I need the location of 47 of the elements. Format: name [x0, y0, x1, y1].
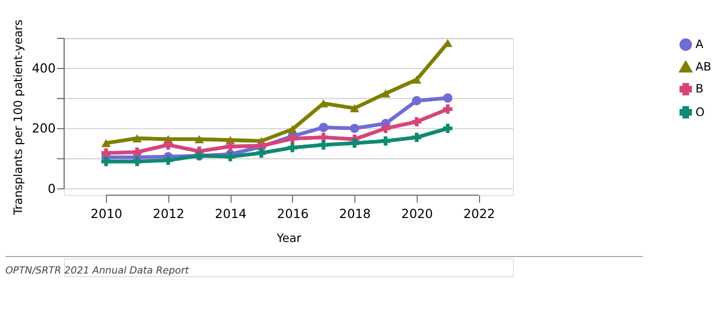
- point: [101, 139, 111, 148]
- point: [164, 156, 173, 165]
- legend-label: A: [696, 37, 704, 52]
- point: [101, 156, 111, 166]
- point: [380, 124, 390, 134]
- point: [288, 142, 298, 152]
- legend-label: AB: [696, 59, 712, 74]
- point: [443, 104, 452, 114]
- y-axis-title: Transplants per 100 patient-years: [11, 20, 26, 216]
- x-tick-label: 2018: [339, 206, 371, 221]
- point: [226, 142, 235, 152]
- x-tick-label: 2022: [463, 206, 496, 221]
- point: [380, 136, 390, 146]
- x-tick-label: 2010: [90, 206, 122, 221]
- legend-label: B: [696, 82, 704, 96]
- x-tick-label: 2020: [401, 206, 434, 221]
- x-axis-title: Year: [276, 230, 302, 245]
- point: [288, 125, 298, 134]
- point: [256, 148, 266, 158]
- x-tick-label: 2016: [277, 206, 309, 221]
- y-tick-label: 200: [32, 120, 56, 136]
- point: [350, 124, 360, 134]
- point: [412, 132, 422, 142]
- x-tick-label: 2012: [152, 206, 184, 221]
- point: [412, 76, 422, 84]
- point: [132, 156, 142, 166]
- point: [164, 140, 173, 150]
- point: [318, 140, 328, 150]
- point: [443, 124, 452, 134]
- point: [318, 122, 328, 132]
- text: OPTN/SRTR 2021 Annual Data Report: [5, 266, 190, 277]
- point: [412, 96, 422, 106]
- point: [132, 134, 142, 142]
- y-tick-label: 400: [32, 60, 56, 76]
- legend-label: O: [696, 104, 705, 119]
- point: [350, 138, 360, 148]
- point: [412, 117, 422, 126]
- point: [194, 135, 204, 144]
- point: [132, 147, 142, 157]
- point: [380, 89, 390, 98]
- point: [288, 134, 298, 144]
- point: [101, 148, 111, 158]
- y-tick-label: 0: [48, 180, 56, 196]
- point: [443, 93, 452, 103]
- point: [226, 152, 235, 162]
- x-tick-label: 2014: [214, 206, 247, 221]
- point: [350, 104, 360, 112]
